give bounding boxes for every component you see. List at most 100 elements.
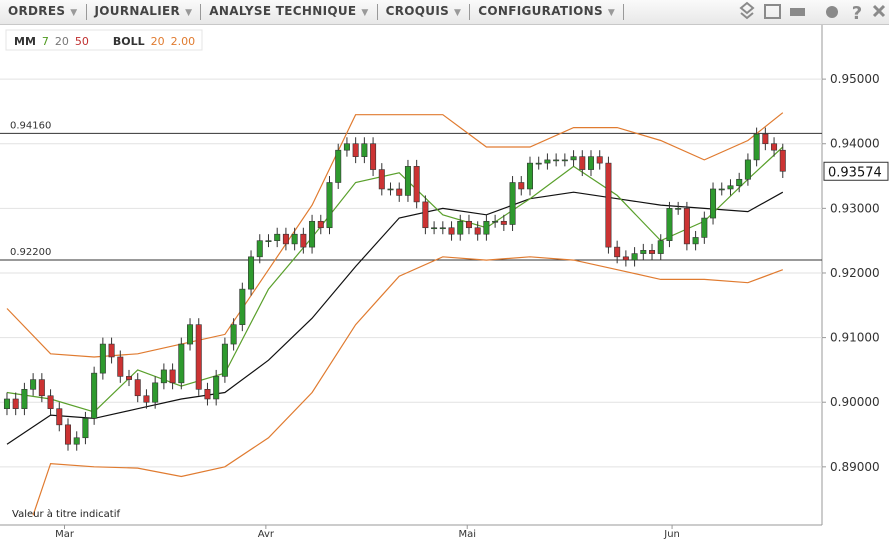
candle-body bbox=[282, 233, 289, 245]
y-tick-label: 0.93000 bbox=[830, 201, 880, 215]
candle-body bbox=[248, 256, 255, 290]
candle-body bbox=[73, 437, 80, 445]
candle-body bbox=[117, 356, 124, 377]
candle-body bbox=[99, 343, 106, 374]
candle-body bbox=[762, 133, 769, 145]
candle-body bbox=[256, 240, 263, 258]
y-tick-label: 0.95000 bbox=[830, 72, 880, 86]
menu-label[interactable]: CONFIGURATIONS bbox=[478, 4, 603, 18]
x-tick-label: Jun bbox=[663, 529, 680, 540]
candle-body bbox=[274, 233, 281, 241]
candle-body bbox=[213, 376, 220, 400]
note: Valeur à titre indicatif bbox=[12, 508, 120, 520]
candle-body bbox=[526, 162, 533, 190]
candle-body bbox=[265, 240, 272, 242]
menu-item[interactable]: ORDRES ▼ bbox=[0, 4, 87, 20]
candle-body bbox=[692, 237, 699, 245]
candle-body bbox=[178, 343, 185, 384]
candle-body bbox=[38, 379, 45, 397]
candle-body bbox=[588, 156, 595, 170]
dropdown-arrow[interactable]: ▼ bbox=[70, 8, 78, 18]
candle-body bbox=[335, 149, 342, 183]
menu-label[interactable]: ANALYSE TECHNIQUE bbox=[209, 4, 357, 18]
candle-body bbox=[143, 395, 150, 403]
candle-body bbox=[30, 379, 37, 390]
candle-body bbox=[605, 162, 612, 248]
candle-body bbox=[448, 227, 455, 235]
x-tick-label: Avr bbox=[258, 529, 275, 540]
last-price-box bbox=[823, 161, 889, 181]
legend-param: 20 bbox=[151, 35, 165, 48]
candle-body bbox=[126, 376, 133, 380]
legend-box bbox=[5, 29, 203, 51]
candle-body bbox=[187, 324, 194, 345]
candle-body bbox=[718, 188, 725, 191]
candle-body bbox=[239, 288, 246, 325]
candle-body bbox=[352, 143, 359, 157]
legend-param: 2.00 bbox=[171, 35, 196, 48]
menu-item[interactable]: JOURNALIER ▼ bbox=[87, 4, 202, 20]
print-icon[interactable] bbox=[790, 8, 805, 16]
reference-label: 0.92200 bbox=[10, 247, 51, 258]
candle-body bbox=[483, 220, 490, 235]
candle-body bbox=[343, 143, 350, 151]
help-icon[interactable]: ? bbox=[852, 3, 862, 24]
candle-body bbox=[152, 382, 159, 403]
indicator-line bbox=[32, 256, 784, 516]
candle-body bbox=[492, 220, 499, 223]
candle-body bbox=[300, 233, 307, 248]
menu-label[interactable]: ORDRES bbox=[8, 4, 66, 18]
candle-body bbox=[47, 395, 54, 409]
layers-icon[interactable] bbox=[739, 1, 755, 20]
candle-body bbox=[12, 398, 19, 409]
y-tick-label: 0.94000 bbox=[830, 137, 880, 151]
candle-body bbox=[744, 159, 751, 180]
candle-body bbox=[56, 408, 63, 426]
candle-body bbox=[596, 156, 603, 164]
menu-label[interactable]: CROQUIS bbox=[385, 4, 450, 18]
candle-body bbox=[309, 220, 316, 248]
candle-body bbox=[535, 162, 542, 165]
image-icon[interactable] bbox=[764, 4, 781, 19]
legend-param: 50 bbox=[75, 35, 89, 48]
dropdown-arrow[interactable]: ▼ bbox=[607, 8, 616, 18]
candle-body bbox=[727, 185, 734, 190]
candle-body bbox=[221, 343, 228, 377]
indicator-line bbox=[6, 191, 784, 445]
legend-label: MM bbox=[14, 35, 36, 48]
legend-label: BOLL bbox=[113, 35, 145, 48]
y-tick-label: 0.92000 bbox=[830, 266, 880, 280]
candle-body bbox=[413, 166, 420, 203]
candle-body bbox=[291, 233, 298, 245]
menu-label[interactable]: JOURNALIER bbox=[94, 4, 181, 18]
candle-body bbox=[361, 143, 368, 157]
candle-body bbox=[649, 250, 656, 254]
candle-body bbox=[701, 217, 708, 238]
toolbar-icons[interactable]: ? bbox=[739, 1, 886, 24]
candle-body bbox=[771, 143, 778, 151]
candle-body bbox=[134, 379, 141, 397]
candle-body bbox=[160, 369, 167, 384]
close-icon[interactable] bbox=[872, 4, 886, 18]
settings-icon[interactable] bbox=[826, 6, 838, 18]
candle-body bbox=[195, 324, 202, 390]
candle-body bbox=[570, 156, 577, 161]
dropdown-arrow[interactable]: ▼ bbox=[454, 8, 462, 18]
y-tick-label: 0.89000 bbox=[830, 460, 880, 474]
y-tick-label: 0.91000 bbox=[830, 331, 880, 345]
candle-body bbox=[631, 253, 638, 261]
dropdown-arrow[interactable]: ▼ bbox=[361, 8, 369, 18]
candle-body bbox=[500, 220, 507, 225]
candle-body bbox=[579, 156, 586, 170]
menu-item[interactable]: CONFIGURATIONS ▼ bbox=[470, 4, 625, 20]
candle-body bbox=[326, 182, 333, 229]
menu-item[interactable]: ANALYSE TECHNIQUE ▼ bbox=[201, 4, 378, 20]
candle-body bbox=[204, 388, 211, 400]
dropdown-arrow[interactable]: ▼ bbox=[185, 8, 193, 18]
candle-body bbox=[404, 166, 411, 196]
indicator-line bbox=[6, 112, 784, 358]
candle-body bbox=[779, 149, 786, 172]
menu-item[interactable]: CROQUIS ▼ bbox=[378, 4, 471, 20]
candle-body bbox=[561, 159, 568, 162]
